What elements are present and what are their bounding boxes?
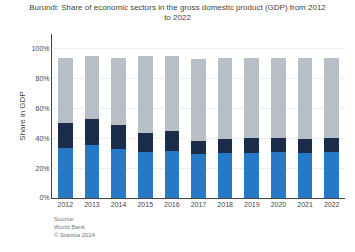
svg-text:60%: 60%	[36, 105, 50, 112]
svg-text:Share in GDP: Share in GDP	[18, 91, 27, 140]
svg-text:2022: 2022	[324, 201, 340, 208]
svg-text:2013: 2013	[84, 201, 100, 208]
svg-text:40%: 40%	[36, 135, 50, 142]
svg-text:2017: 2017	[191, 201, 207, 208]
svg-text:2016: 2016	[164, 201, 180, 208]
svg-text:Burundi: Share of economic sec: Burundi: Share of economic sectors in th…	[29, 3, 326, 22]
svg-text:2020: 2020	[271, 201, 287, 208]
svg-text:2018: 2018	[217, 201, 233, 208]
svg-text:2019: 2019	[244, 201, 260, 208]
svg-text:20%: 20%	[36, 165, 50, 172]
svg-text:Source:World Bank© Statista 20: Source:World Bank© Statista 2024	[54, 216, 96, 238]
svg-text:80%: 80%	[36, 75, 50, 82]
svg-text:100%: 100%	[32, 45, 50, 52]
svg-text:0%: 0%	[39, 194, 49, 201]
svg-text:2015: 2015	[137, 201, 153, 208]
svg-text:2021: 2021	[297, 201, 313, 208]
svg-text:2014: 2014	[111, 201, 127, 208]
svg-text:2012: 2012	[58, 201, 74, 208]
